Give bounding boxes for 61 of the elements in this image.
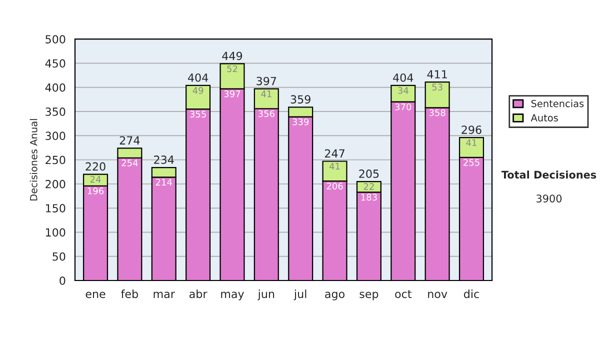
total-label: 234 — [154, 156, 174, 164]
x-tick-label: jun — [258, 290, 274, 300]
x-tick-label: may — [221, 292, 244, 300]
x-tick-label: feb — [121, 290, 138, 298]
total-label: 220 — [86, 162, 106, 171]
legend-label: Sentencias — [531, 100, 584, 108]
y-axis-title: Decisiones Anual — [30, 119, 38, 200]
x-tick-label: ene — [86, 292, 106, 298]
data-label: 214 — [156, 178, 172, 186]
data-label: 41 — [466, 139, 476, 146]
total-label: 274 — [120, 136, 140, 144]
total-label: 397 — [256, 76, 276, 86]
x-tick-label: ago — [325, 292, 344, 300]
y-tick-label: 400 — [45, 83, 66, 92]
y-tick-label: 150 — [46, 204, 66, 212]
x-tick-label: abr — [190, 290, 208, 298]
x-tick-label: nov — [428, 292, 448, 298]
y-tick-label: 300 — [46, 132, 66, 140]
data-label: 255 — [464, 158, 480, 166]
text: 3900 — [536, 194, 562, 202]
y-tick-label: 250 — [46, 156, 66, 164]
total-label: 359 — [290, 95, 310, 104]
data-label: 41 — [261, 90, 272, 98]
y-tick-label: 500 — [46, 35, 66, 44]
text: Total Decisiones — [501, 170, 596, 179]
data-label: 196 — [88, 187, 104, 194]
x-tick-label: jul — [294, 290, 306, 300]
data-label: 22 — [364, 183, 374, 190]
legend-label: Autos — [530, 114, 558, 122]
data-label: 206 — [326, 182, 343, 190]
total-label: 404 — [188, 73, 208, 82]
data-label: 53 — [432, 84, 442, 91]
x-tick-label: sep — [360, 292, 378, 300]
data-label: 49 — [192, 87, 204, 94]
x-tick-label: oct — [395, 290, 412, 298]
total-label: 247 — [324, 149, 344, 158]
data-label: 356 — [258, 110, 274, 118]
y-tick-label: 350 — [46, 107, 66, 116]
total-label: 404 — [393, 73, 414, 82]
y-tick-label: 0 — [60, 276, 66, 285]
data-label: 397 — [224, 90, 240, 98]
y-tick-label: 50 — [52, 252, 66, 261]
x-tick-label: mar — [154, 292, 175, 298]
data-label: 254 — [122, 159, 138, 166]
y-tick-label: 100 — [46, 228, 66, 237]
x-tick-label: dic — [464, 290, 479, 298]
total-label: 411 — [427, 70, 447, 78]
total-label: 296 — [462, 126, 482, 134]
data-label: 34 — [398, 87, 408, 94]
data-label: 41 — [329, 162, 340, 170]
data-label: 339 — [292, 118, 309, 126]
data-label: 183 — [361, 194, 377, 201]
total-label: 449 — [222, 52, 242, 60]
data-label: 370 — [395, 103, 412, 110]
y-tick-label: 200 — [46, 180, 66, 188]
y-tick-label: 450 — [45, 59, 66, 68]
data-label: 355 — [190, 110, 206, 118]
data-label: 52 — [227, 65, 238, 72]
data-label: 358 — [429, 109, 446, 116]
data-label: 24 — [90, 176, 101, 183]
total-label: 205 — [359, 170, 379, 178]
